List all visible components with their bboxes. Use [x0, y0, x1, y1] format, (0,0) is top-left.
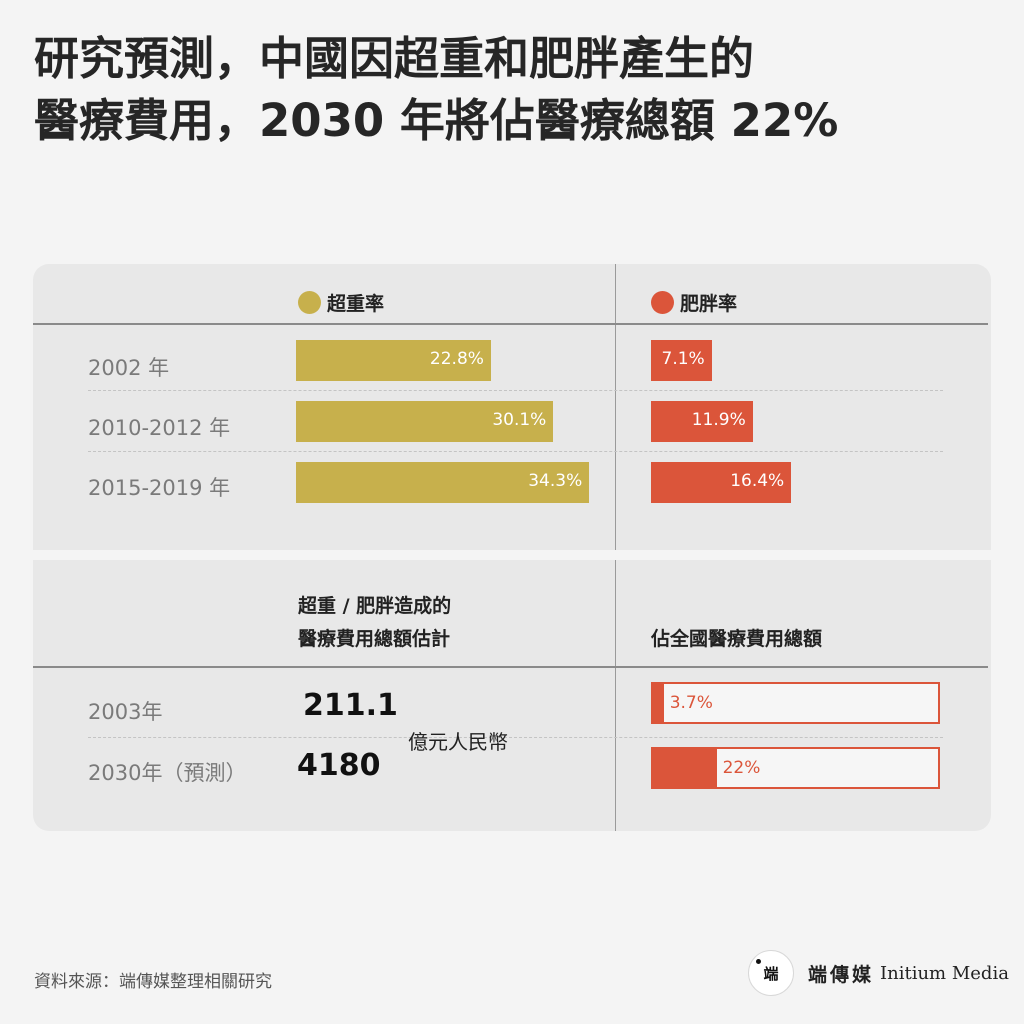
cost-header-line-2: 醫療費用總額估計: [298, 628, 451, 650]
legend-overweight-swatch: [298, 290, 321, 314]
header-rule-bottom: [33, 666, 988, 668]
share-bar-fill: [653, 684, 664, 722]
row-label-2002: 2002 年: [88, 356, 170, 380]
cost-header: 超重 / 肥胖造成的 醫療費用總額估計: [298, 590, 451, 656]
overweight-bar: 22.8%: [296, 340, 491, 381]
legend-overweight-label: 超重率: [327, 292, 385, 315]
legend-obesity: 肥胖率: [651, 287, 737, 317]
row-label-2010-2012: 2010-2012 年: [88, 416, 231, 440]
row-label-2003: 2003年: [88, 700, 163, 724]
overweight-bar: 34.3%: [296, 462, 590, 503]
cost-value-2003: 211.1: [303, 688, 398, 723]
legend-obesity-label: 肥胖率: [680, 292, 738, 315]
source-note: 資料來源：端傳媒整理相關研究: [34, 972, 272, 992]
brand: 端 端傳媒 Initium Media: [748, 950, 1009, 996]
brand-logo-icon: 端: [748, 950, 794, 996]
legend-obesity-swatch: [651, 290, 674, 314]
logo-dot: [756, 959, 761, 964]
share-bar-fill: [653, 749, 717, 787]
cost-header-line-1: 超重 / 肥胖造成的: [298, 595, 452, 617]
column-divider-top: [615, 264, 616, 550]
share-bar-label: 22%: [722, 758, 761, 778]
row-label-2030: 2030年（預測）: [88, 761, 247, 785]
share-bar-track: 22%: [651, 747, 940, 789]
share-header: 佔全國醫療費用總額: [651, 628, 823, 650]
brand-name-zh: 端傳媒: [808, 963, 875, 986]
row-divider: [88, 451, 943, 452]
obesity-bar: 7.1%: [651, 340, 712, 381]
chart-title: 研究預測，中國因超重和肥胖產生的 醫療費用，2030 年將佔醫療總額 22%: [34, 28, 994, 152]
share-bar-label: 3.7%: [669, 693, 713, 713]
logo-glyph: 端: [763, 964, 779, 983]
cost-value-2030: 4180: [297, 748, 381, 783]
legend-overweight: 超重率: [298, 287, 384, 317]
cost-unit: 億元人民幣: [408, 730, 508, 754]
share-bar-track: 3.7%: [651, 682, 940, 724]
title-line-1: 研究預測，中國因超重和肥胖產生的: [34, 32, 755, 85]
row-label-2015-2019: 2015-2019 年: [88, 476, 231, 500]
obesity-bar: 16.4%: [651, 462, 792, 503]
row-divider: [88, 390, 943, 391]
row-divider: [88, 737, 943, 738]
overweight-bar: 30.1%: [296, 401, 554, 442]
brand-name-en: Initium Media: [880, 962, 1009, 984]
title-line-2: 醫療費用，2030 年將佔醫療總額 22%: [34, 94, 839, 147]
obesity-bar: 11.9%: [651, 401, 753, 442]
header-rule-top: [33, 323, 988, 325]
column-divider-bottom: [615, 560, 616, 831]
